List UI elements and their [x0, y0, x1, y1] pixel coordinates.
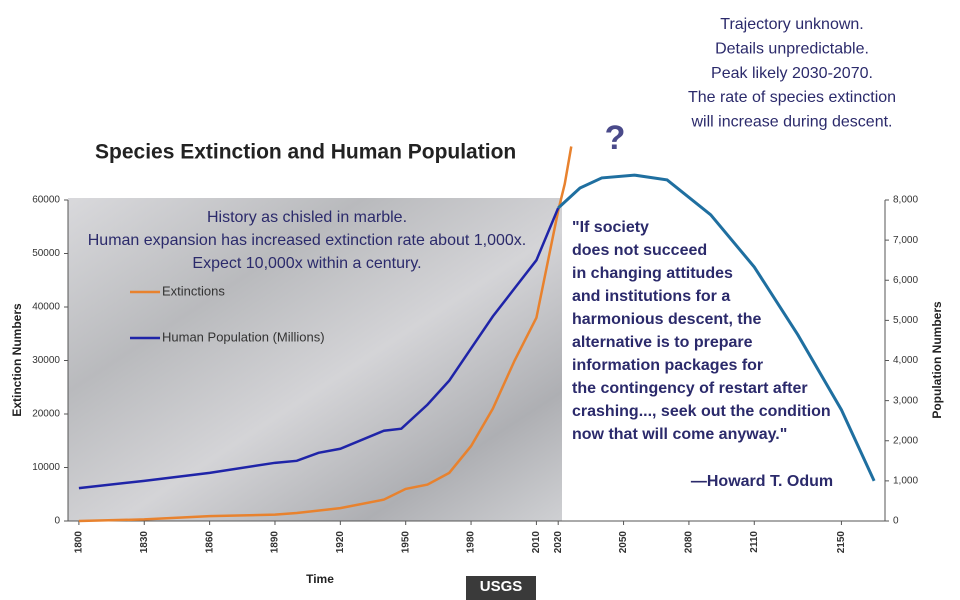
y2-tick-label: 7,000 — [893, 235, 918, 246]
x-tick-label: 2150 — [836, 531, 847, 554]
quote-note: the contingency of restart after — [572, 380, 808, 397]
y2-axis-label: Population Numbers — [930, 301, 944, 419]
x-axis-label: Time — [306, 572, 334, 586]
quote-note: in changing attitudes — [572, 265, 733, 282]
x-tick-label: 2050 — [618, 531, 629, 554]
y2-tick-label: 0 — [893, 516, 899, 527]
x-tick-label: 1950 — [400, 531, 411, 554]
history-note: History as chisled in marble. — [207, 209, 407, 226]
x-tick-label: 1920 — [335, 531, 346, 554]
y-axis-label: Extinction Numbers — [10, 303, 24, 417]
quote-note: now that will come anyway." — [572, 426, 787, 443]
logo-box — [466, 576, 536, 600]
legend-label: Extinctions — [162, 283, 225, 298]
y2-tick-label: 2,000 — [893, 435, 918, 446]
x-tick-label: 1980 — [466, 531, 477, 554]
y2-tick-label: 3,000 — [893, 395, 918, 406]
y-tick-label: 10000 — [32, 462, 60, 473]
x-tick-label: 2010 — [531, 531, 542, 554]
y2-tick-label: 4,000 — [893, 355, 918, 366]
y-tick-label: 0 — [54, 516, 60, 527]
y-tick-label: 50000 — [32, 248, 60, 259]
trajectory-note: Trajectory unknown. — [720, 16, 863, 33]
y2-tick-label: 6,000 — [893, 275, 918, 286]
logo: USGS — [480, 578, 523, 595]
y-tick-label: 20000 — [32, 409, 60, 420]
x-tick-label: 1800 — [74, 531, 85, 554]
question-mark: ? — [605, 119, 626, 157]
x-tick-label: 1830 — [139, 531, 150, 554]
quote-note: "If society — [572, 219, 649, 236]
quote-note: crashing..., seek out the condition — [572, 403, 831, 420]
history-note: Expect 10,000x within a century. — [192, 255, 421, 272]
trajectory-note: Peak likely 2030-2070. — [711, 65, 873, 82]
quote-note: information packages for — [572, 357, 763, 374]
y2-tick-label: 8,000 — [893, 195, 918, 206]
y-tick-label: 30000 — [32, 355, 60, 366]
x-tick-label: 2080 — [684, 531, 695, 554]
trajectory-note: Details unpredictable. — [715, 41, 869, 58]
quote-note: harmonious descent, the — [572, 311, 761, 328]
trajectory-note: will increase during descent. — [691, 113, 893, 130]
history-note: Human expansion has increased extinction… — [88, 232, 527, 249]
marble-background — [68, 198, 562, 521]
y2-tick-label: 5,000 — [893, 315, 918, 326]
quote-note: and institutions for a — [572, 288, 730, 305]
x-tick-label: 1860 — [204, 531, 215, 554]
trajectory-note: The rate of species extinction — [688, 89, 896, 106]
x-tick-label: 1890 — [270, 531, 281, 554]
quote-note: does not succeed — [572, 242, 707, 259]
quote-note: alternative is to prepare — [572, 334, 753, 351]
x-tick-label: 2020 — [553, 531, 564, 554]
chart-title: Species Extinction and Human Population — [95, 141, 516, 164]
series-line — [78, 146, 573, 523]
legend-label: Human Population (Millions) — [162, 329, 325, 344]
attribution: —Howard T. Odum — [691, 473, 833, 490]
x-tick-label: 2110 — [749, 531, 760, 553]
series-line — [557, 173, 876, 482]
y2-tick-label: 1,000 — [893, 476, 918, 487]
series-line — [78, 207, 560, 490]
y-tick-label: 60000 — [32, 195, 60, 206]
y-tick-label: 40000 — [32, 302, 60, 313]
